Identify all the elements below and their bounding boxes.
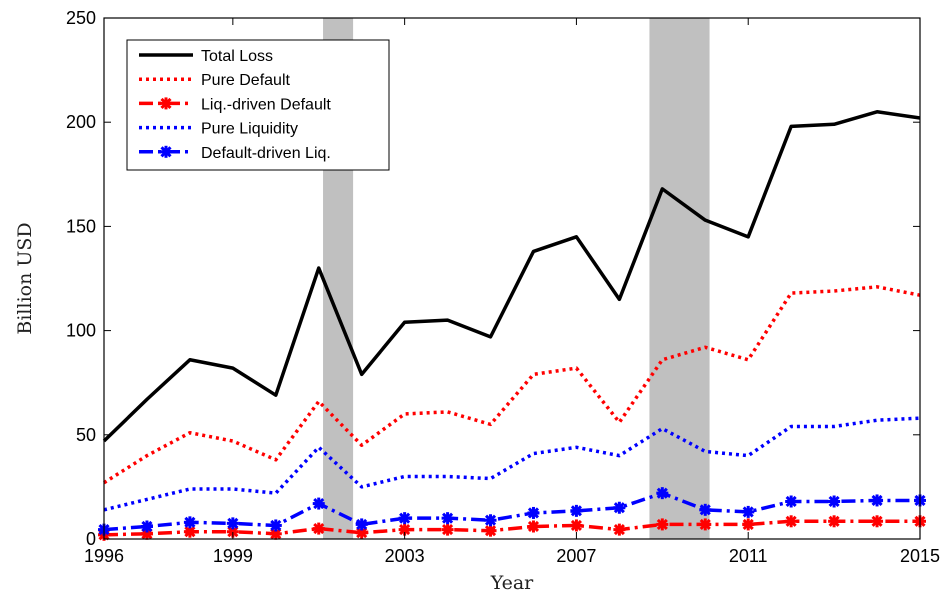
data-point-default-driven-liq [527, 507, 540, 519]
series-default-driven-liq [98, 487, 926, 536]
data-point-default-driven-liq [399, 512, 411, 524]
data-point-default-driven-liq [570, 505, 582, 517]
data-point-default-driven-liq [785, 495, 797, 508]
data-point-liq-driven-default [527, 520, 540, 533]
data-point-default-driven-liq [656, 487, 668, 499]
series-total-loss [102, 110, 921, 443]
data-point-default-driven-liq [227, 517, 239, 529]
legend-label-pure-default: Pure Default [201, 72, 290, 89]
y-tick-label: 150 [66, 216, 96, 236]
data-point-liq-driven-default [356, 527, 368, 539]
x-tick-label: 1999 [213, 546, 253, 566]
data-point-liq-driven-default [184, 526, 196, 538]
legend-label-pure-liquidity: Pure Liquidity [201, 121, 298, 138]
data-point-default-driven-liq [141, 520, 153, 533]
y-tick-label: 250 [66, 8, 96, 28]
series-line-liq-driven-default [103, 519, 920, 537]
legend-label-default-driven-liq: Default-driven Liq. [201, 145, 331, 162]
data-point-default-driven-liq [356, 518, 368, 530]
series-line-pure-liquidity [103, 416, 921, 512]
data-point-liq-driven-default [313, 523, 325, 535]
data-point-default-driven-liq [742, 506, 754, 518]
data-point-liq-driven-default [742, 518, 754, 530]
x-tick-label: 2003 [385, 546, 425, 566]
y-tick-label: 50 [76, 425, 96, 445]
data-point-liq-driven-default [699, 518, 711, 530]
data-point-default-driven-liq [313, 498, 325, 510]
x-tick-label: 2011 [729, 546, 768, 566]
data-point-liq-driven-default [613, 524, 625, 536]
data-point-default-driven-liq [184, 516, 196, 528]
data-point-liq-driven-default [656, 518, 668, 530]
series-line-default-driven-liq [103, 491, 920, 532]
x-axis-label: Year [490, 572, 534, 594]
shaded-period-1 [649, 18, 710, 539]
data-point-liq-driven-default [871, 515, 883, 527]
x-tick-label: 1996 [84, 546, 124, 566]
y-tick-label: 100 [66, 321, 96, 341]
data-point-liq-driven-default [227, 526, 239, 538]
plot-frame [103, 17, 921, 540]
axis-ticks: 1996 1999 2003 2007 2011 2015 0 50 100 150 200 250 [66, 8, 940, 566]
data-point-liq-driven-default [785, 515, 797, 527]
data-point-liq-driven-default [570, 519, 582, 532]
data-point-default-driven-liq [442, 512, 454, 524]
y-tick-label: 200 [66, 112, 96, 132]
legend-label-total-loss: Total Loss [201, 48, 273, 65]
data-point-liq-driven-default [442, 524, 454, 536]
y-axis-label: Billion USD [14, 222, 36, 334]
series-pure-default [103, 285, 921, 485]
x-tick-label: 2007 [556, 546, 596, 566]
data-point-default-driven-liq [699, 504, 711, 516]
data-point-liq-driven-default [270, 528, 282, 540]
series-lines [98, 110, 926, 541]
series-line-pure-default [103, 285, 921, 485]
series-pure-liquidity [103, 416, 921, 512]
x-tick-label: 2015 [900, 546, 940, 566]
legend: Total Loss Pure Default Liq.-driven Defaul… [126, 39, 390, 171]
legend-marker-default-driven-liq [160, 146, 172, 158]
series-liq-driven-default [98, 515, 926, 541]
data-point-default-driven-liq [828, 495, 840, 508]
data-point-liq-driven-default [828, 515, 840, 527]
legend-marker-liq-driven-default [160, 97, 172, 109]
data-point-default-driven-liq [871, 494, 883, 507]
series-line-total-loss [102, 110, 921, 443]
y-tick-label: 0 [86, 529, 96, 549]
data-point-default-driven-liq [613, 502, 625, 514]
data-point-liq-driven-default [484, 525, 497, 537]
data-point-liq-driven-default [399, 524, 411, 536]
data-point-default-driven-liq [270, 519, 282, 532]
data-point-default-driven-liq [484, 514, 497, 526]
legend-label-liq-driven-default: Liq.-driven Default [201, 96, 331, 113]
